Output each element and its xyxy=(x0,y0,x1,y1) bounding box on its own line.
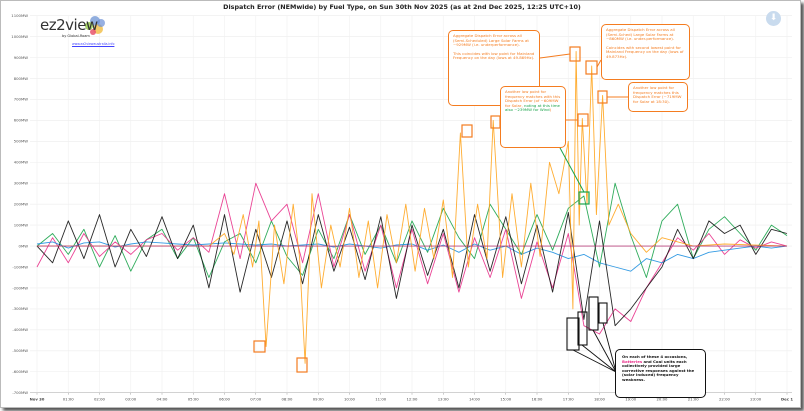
x-tick-label: 16:00 xyxy=(532,397,544,402)
x-tick-label: 08:00 xyxy=(282,397,294,402)
annotation-text: Aggregate Dispatch Error across all (Sem… xyxy=(606,27,675,42)
y-tick-label: 700MW xyxy=(14,97,29,102)
x-tick-label: 21:00 xyxy=(688,397,700,402)
y-tick-label: 200MW xyxy=(14,201,29,206)
y-tick-label: 500MW xyxy=(14,139,29,144)
x-tick-label: 10:00 xyxy=(344,397,356,402)
highlight-box-batteries-coal xyxy=(588,296,599,331)
x-tick-label: Nov 30 xyxy=(30,397,45,402)
series-line-4 xyxy=(37,50,788,364)
y-tick-label: 1100MW xyxy=(11,13,28,18)
x-tick-label: 14:00 xyxy=(469,397,481,402)
x-tick-label: 04:00 xyxy=(157,397,169,402)
annotation-batteries-coal: On each of these 4 occasions, Batteries … xyxy=(615,349,706,398)
x-tick-label: 23:00 xyxy=(750,397,762,402)
x-tick-label: Dec 1 xyxy=(781,397,793,402)
y-tick-label: 800MW xyxy=(14,76,29,81)
highlight-box-solar xyxy=(585,60,598,75)
highlight-box-batteries-coal xyxy=(598,302,608,324)
annotation-text: Another low point for frequency matches … xyxy=(633,85,682,104)
x-tick-label: 22:00 xyxy=(719,397,731,402)
annotation-connector xyxy=(539,53,571,59)
x-tick-label: 03:00 xyxy=(125,397,137,402)
y-tick-label: -200MW xyxy=(12,285,28,290)
y-tick-label: -500MW xyxy=(12,348,28,353)
ez2view-logo: ez2view by Global-Roam www.ez2viewaustra… xyxy=(40,12,114,52)
y-tick-label: -700MW xyxy=(12,390,28,395)
highlight-box-solar xyxy=(569,46,581,62)
annotation-batteries-text: Batteries xyxy=(622,358,643,364)
x-tick-label: 20:00 xyxy=(657,397,669,402)
x-tick-label: 07:00 xyxy=(250,397,262,402)
x-tick-label: 06:00 xyxy=(219,397,231,402)
x-tick-label: 17:00 xyxy=(563,397,575,402)
x-tick-label: 05:00 xyxy=(188,397,200,402)
y-tick-label: -400MW xyxy=(12,327,28,332)
annotation-solar-860mw: Aggregate Dispatch Error across all (Sem… xyxy=(601,24,690,80)
series-lines xyxy=(36,50,788,364)
y-tick-label: 600MW xyxy=(14,118,29,123)
annotation-connector xyxy=(596,59,602,68)
highlight-markers xyxy=(253,46,628,373)
highlight-box-batteries-coal xyxy=(566,317,580,351)
annotation-text: ) xyxy=(549,107,552,113)
x-tick-label: 01:00 xyxy=(63,397,75,402)
annotation-text: Another low point for frequency matches … xyxy=(505,89,561,108)
x-tick-label: 13:00 xyxy=(438,397,450,402)
annotation-connector-black xyxy=(592,329,617,373)
annotation-text: This coincides with low point for Mainla… xyxy=(453,50,535,61)
x-tick-label: 12:00 xyxy=(407,397,419,402)
y-tick-label: 300MW xyxy=(14,181,29,186)
annotation-text: and Coal units each collectively provide… xyxy=(622,358,695,382)
annotation-connector-black xyxy=(572,349,617,373)
logo-text: ez2view xyxy=(40,16,98,34)
y-tick-label: -300MW xyxy=(12,306,28,311)
annotation-text: Aggregate Dispatch Error across all (Sem… xyxy=(453,33,529,48)
annotation-text: On each of these 4 occasions, xyxy=(622,354,688,359)
annotation-connector-black xyxy=(581,344,617,373)
annotation-connector-black xyxy=(602,322,617,373)
y-tick-label: 1000MW xyxy=(11,34,28,39)
x-tick-label: 02:00 xyxy=(94,397,106,402)
highlight-box-solar xyxy=(296,357,308,373)
y-tick-label: 100MW xyxy=(14,222,29,227)
annotation-solar-719mw: Another low point for frequency matches … xyxy=(628,82,688,112)
y-tick-label: 900MW xyxy=(14,55,29,60)
y-axis: 1100MW 1000MW 900MW 800MW 700MW 600MW 500MW 400… xyxy=(11,13,28,395)
y-tick-label: -600MW xyxy=(12,369,28,374)
annotation-wind-text: noting at this time also ~239MW for Wind xyxy=(505,102,560,113)
y-tick-label: 0MW xyxy=(19,243,29,248)
highlight-box-solar xyxy=(253,340,266,353)
chart-title: Dispatch Error (NEMwide) by Fuel Type, o… xyxy=(223,3,581,11)
x-tick-label: 19:00 xyxy=(625,397,637,402)
download-icon[interactable]: ⬇ xyxy=(766,11,781,26)
series-line-0 xyxy=(36,182,788,278)
highlight-box-solar xyxy=(461,124,473,138)
logo-circles xyxy=(85,16,105,35)
annotation-text: Coincides with second lowest point for M… xyxy=(606,44,684,59)
logo-byline: by Global-Roam xyxy=(62,34,90,38)
y-tick-label: -100MW xyxy=(12,264,28,269)
x-tick-label: 15:00 xyxy=(500,397,512,402)
logo-link[interactable]: www.ez2viewaustralia.info xyxy=(72,42,115,46)
x-tick-label: 11:00 xyxy=(375,397,387,402)
x-tick-label: 09:00 xyxy=(313,397,325,402)
x-tick-label: 18:00 xyxy=(594,397,606,402)
highlight-box-solar xyxy=(490,115,501,129)
y-tick-label: 400MW xyxy=(14,160,29,165)
annotation-solar-609mw: Another low point for frequency matches … xyxy=(500,86,566,148)
